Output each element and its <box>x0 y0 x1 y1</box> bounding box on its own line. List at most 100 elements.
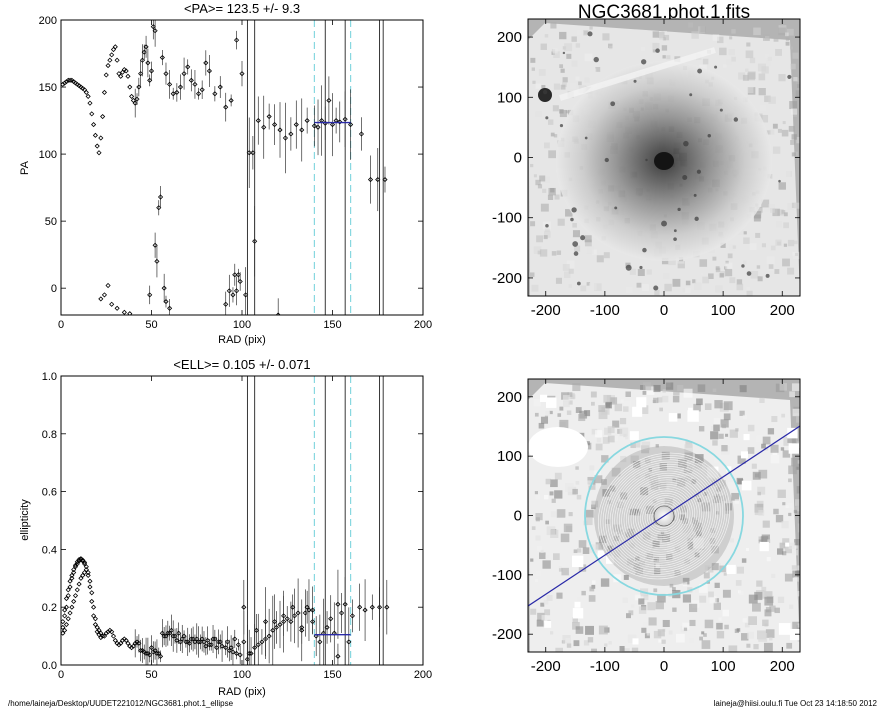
noise-pixel <box>542 560 551 569</box>
noise-pixel <box>742 260 747 265</box>
noise-pixel <box>588 68 597 77</box>
noise-pixel <box>540 203 549 212</box>
masked-pixel <box>572 608 584 619</box>
noise-pixel <box>797 565 800 571</box>
field-star <box>697 68 703 74</box>
noise-pixel <box>550 511 557 518</box>
x-tick-label: 50 <box>145 319 157 331</box>
data-point <box>65 593 71 599</box>
noise-pixel <box>728 244 735 251</box>
data-point <box>237 652 243 658</box>
noise-pixel <box>787 203 794 210</box>
y-tick-label: 200 <box>497 29 522 46</box>
noise-pixel <box>627 634 637 643</box>
noise-pixel <box>724 268 733 277</box>
data-point <box>134 96 140 102</box>
data-point <box>246 650 252 657</box>
field-star <box>682 174 688 180</box>
noise-pixel <box>613 524 621 532</box>
data-point <box>101 292 108 298</box>
data-point <box>217 639 223 645</box>
noise-pixel <box>535 83 541 89</box>
noise-pixel <box>544 415 549 419</box>
noise-pixel <box>626 613 631 619</box>
noise-pixel <box>653 557 658 562</box>
noise-pixel <box>747 424 755 432</box>
noise-pixel <box>684 558 691 565</box>
x-tick-label: 0 <box>660 302 668 319</box>
noise-pixel <box>768 264 774 269</box>
data-point <box>295 610 301 616</box>
noise-pixel <box>607 500 612 505</box>
noise-pixel <box>777 128 782 133</box>
y-tick-label: 0.0 <box>42 660 57 672</box>
ell-data-points <box>61 376 390 665</box>
noise-pixel <box>599 535 607 544</box>
noise-pixel <box>585 441 590 446</box>
data-point <box>91 122 97 128</box>
data-point <box>208 642 214 648</box>
data-point <box>272 619 278 625</box>
noise-pixel <box>700 26 707 33</box>
noise-pixel <box>546 595 553 601</box>
data-point <box>91 604 97 610</box>
noise-pixel <box>742 414 748 420</box>
masked-pixel <box>726 466 732 472</box>
noise-pixel <box>541 615 547 621</box>
noise-pixel <box>766 85 772 91</box>
noise-pixel <box>584 53 593 62</box>
noise-pixel <box>747 631 755 639</box>
data-point <box>349 613 355 619</box>
noise-pixel <box>540 43 547 50</box>
data-point <box>125 640 131 646</box>
noise-pixel <box>674 569 681 577</box>
noise-pixel <box>635 474 641 479</box>
masked-pixel <box>707 466 719 478</box>
noise-pixel <box>640 384 646 390</box>
noise-pixel <box>792 408 800 417</box>
noise-pixel <box>566 643 572 648</box>
noise-pixel <box>773 508 779 515</box>
y-tick-label: 100 <box>497 448 522 465</box>
noise-pixel <box>788 478 792 483</box>
data-point <box>304 118 310 124</box>
y-tick-label: 0.6 <box>42 487 57 499</box>
noise-pixel <box>778 182 786 190</box>
data-point <box>234 650 240 657</box>
data-point <box>145 650 151 657</box>
x-tick-label: 100 <box>233 669 251 681</box>
data-point <box>199 636 205 642</box>
noise-pixel <box>538 68 546 76</box>
field-star <box>573 251 579 256</box>
data-point <box>152 647 158 654</box>
noise-pixel <box>555 647 564 652</box>
data-point <box>85 572 91 578</box>
noise-pixel <box>562 77 568 83</box>
noise-pixel <box>752 602 761 612</box>
data-point <box>306 607 312 613</box>
noise-pixel <box>658 639 662 643</box>
noise-pixel <box>796 415 800 423</box>
galaxy-image-panel: NGC3681.phot.1.fits -200 -100 0 100 200-200-… <box>492 2 801 319</box>
noise-pixel <box>761 443 766 449</box>
data-point <box>235 642 241 648</box>
noise-pixel <box>741 558 747 563</box>
data-point <box>246 150 252 156</box>
data-point <box>223 645 229 651</box>
noise-pixel <box>646 269 652 275</box>
noise-pixel <box>742 618 747 623</box>
data-point <box>129 645 135 651</box>
ellipse-image-ticks: -200 -100 0 100 200 -200 -100 0 100 200 <box>492 379 800 675</box>
data-point <box>243 292 249 298</box>
data-point <box>284 616 290 622</box>
field-star <box>733 117 739 122</box>
field-star <box>694 216 699 221</box>
noise-pixel <box>642 621 649 628</box>
noise-pixel <box>761 586 767 592</box>
noise-pixel <box>558 566 562 570</box>
field-star <box>719 108 723 112</box>
noise-pixel <box>682 581 688 587</box>
noise-pixel <box>735 580 742 586</box>
noise-pixel <box>652 540 660 548</box>
noise-pixel <box>557 509 566 518</box>
